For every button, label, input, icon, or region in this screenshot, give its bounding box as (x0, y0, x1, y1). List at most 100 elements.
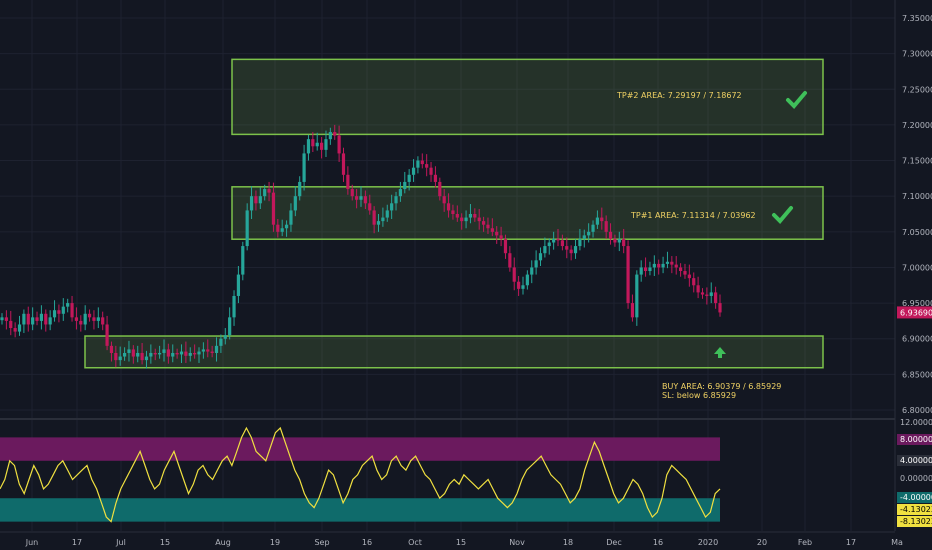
candle-body (70, 303, 74, 318)
candle-body (66, 303, 70, 307)
time-tick-label: Oct (408, 538, 422, 547)
sub-tick-label: 12.00000 (900, 418, 932, 427)
candle-body (350, 189, 354, 197)
candle-body (560, 240, 564, 247)
candle-body (22, 313, 26, 325)
candle-body (52, 310, 57, 318)
time-tick-label: 17 (846, 538, 856, 547)
candle-body (4, 317, 8, 321)
candle-body (600, 217, 604, 222)
candle-body (179, 351, 184, 355)
candle-body (289, 210, 293, 225)
time-tick-label: 15 (456, 538, 466, 547)
candle-body (709, 292, 713, 296)
candle-body (700, 292, 705, 295)
candle-body (394, 196, 398, 204)
candle-body (495, 231, 499, 236)
time-tick-label: 18 (563, 538, 573, 547)
candle-body (674, 264, 678, 268)
price-tick-label: 7.30000 (902, 50, 932, 59)
candle-body (219, 338, 223, 346)
price-tick-label: 7.05000 (902, 228, 932, 237)
candle-body (363, 196, 367, 204)
oscillator-line (0, 426, 721, 523)
candle-body (573, 246, 578, 254)
time-tick-label: 16 (653, 538, 663, 547)
candle-body (464, 217, 468, 222)
candle-body (608, 231, 613, 239)
zone-tp1 (231, 186, 824, 240)
sub-tag-bg (897, 492, 932, 503)
candle-body (499, 235, 503, 239)
candle-body (254, 196, 258, 204)
candle-body (35, 317, 39, 321)
candle-body (455, 214, 459, 218)
candle-body (337, 135, 341, 154)
candle-body (718, 303, 722, 313)
candle-body (665, 261, 670, 264)
zone-labels: TP#2 AREA: 7.29197 / 7.18672 TP#1 AREA: 7… (616, 91, 807, 400)
candle-body (175, 352, 179, 355)
candle-body (57, 310, 61, 314)
candle-body (127, 349, 131, 353)
candle-body (188, 352, 192, 356)
candle-body (105, 324, 109, 346)
time-axis[interactable]: Jun 17 Jul 15 Aug 19 Sep 16 Oct 15 Nov 18 Dec 16 2020 2… (0, 531, 903, 547)
candle-body (48, 317, 52, 325)
candle-body (547, 242, 551, 247)
candle-body (477, 217, 481, 222)
tp1-label: TP#1 AREA: 7.11314 / 7.03962 (630, 211, 756, 220)
candle-body (109, 345, 114, 353)
candle-body (276, 224, 280, 232)
candle-body (543, 246, 547, 254)
candle-body (232, 295, 236, 318)
candle-body (385, 210, 389, 218)
time-tick-label: Jul (115, 538, 126, 547)
candle-body (661, 263, 665, 268)
candle-body (249, 196, 254, 211)
candle-body (319, 142, 324, 150)
candle-body (83, 313, 87, 325)
candle-body (9, 320, 13, 329)
candle-body (639, 267, 643, 275)
price-axis[interactable]: 6.80000 6.85000 6.90000 6.95000 7.00000 7.050… (894, 0, 932, 550)
candle-body (241, 246, 245, 275)
price-tick-label: 7.10000 (902, 192, 932, 201)
candle-body (390, 203, 394, 211)
candle-body (372, 210, 376, 225)
candle-body (451, 210, 455, 214)
candle-body (359, 196, 363, 200)
candle-body (214, 345, 219, 353)
candle-body (648, 267, 652, 272)
candle-body (153, 352, 157, 355)
zone-buy (84, 335, 824, 369)
candle-body (503, 238, 508, 254)
price-tick-label: 7.20000 (902, 121, 932, 130)
candle-body (0, 317, 4, 321)
candle-body (630, 303, 635, 318)
candle-body (298, 181, 302, 197)
time-tick-label: 2020 (698, 538, 718, 547)
candle-body (92, 317, 96, 321)
candle-body (652, 263, 656, 268)
price-tick-label: 6.95000 (902, 299, 932, 308)
price-tick-label: 7.15000 (902, 157, 932, 166)
candle-body (258, 196, 262, 204)
candle-body (206, 349, 210, 352)
zone-tp2 (231, 58, 824, 136)
candle-body (460, 217, 464, 222)
candle-body (403, 181, 407, 190)
time-tick-label: Nov (509, 538, 525, 547)
candle-body (538, 253, 543, 261)
time-tick-label: 17 (72, 538, 82, 547)
candle-body (267, 189, 271, 193)
candle-body (26, 313, 30, 325)
candle-body (333, 132, 337, 136)
time-tick-label: Ma (891, 538, 903, 547)
candle-body (425, 164, 429, 168)
candle-body (293, 196, 297, 211)
price-tick-label: 6.90000 (902, 335, 932, 344)
candle-body (565, 246, 569, 250)
candle-body (162, 349, 166, 353)
